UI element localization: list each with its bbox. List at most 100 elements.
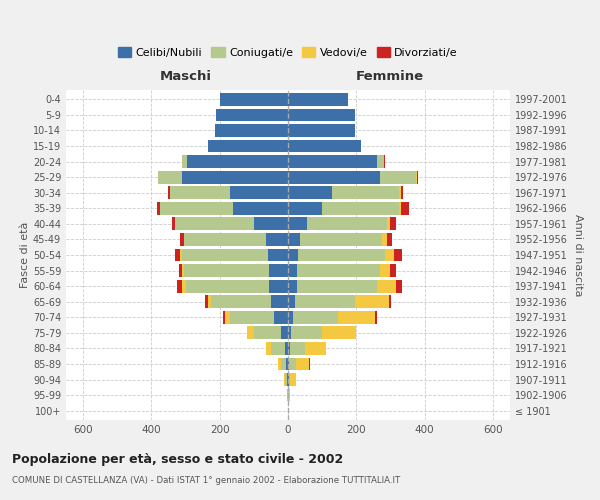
Bar <box>305 342 326 355</box>
Bar <box>177 280 182 292</box>
Bar <box>247 326 254 339</box>
Bar <box>289 373 290 386</box>
Bar <box>389 296 391 308</box>
Bar <box>254 218 288 230</box>
Bar <box>287 373 288 386</box>
Bar <box>230 311 274 324</box>
Bar <box>387 233 392 246</box>
Bar <box>288 358 289 370</box>
Bar <box>383 155 385 168</box>
Bar <box>288 311 293 324</box>
Bar <box>293 311 338 324</box>
Bar <box>169 186 170 199</box>
Bar <box>181 248 182 262</box>
Bar <box>225 311 230 324</box>
Bar <box>160 202 233 214</box>
Bar <box>288 326 292 339</box>
Bar <box>288 186 332 199</box>
Bar <box>288 233 300 246</box>
Bar <box>395 280 403 292</box>
Bar <box>290 342 305 355</box>
Text: Popolazione per età, sesso e stato civile - 2002: Popolazione per età, sesso e stato civil… <box>12 452 343 466</box>
Bar <box>175 248 181 262</box>
Bar <box>284 373 285 386</box>
Y-axis label: Fasce di età: Fasce di età <box>20 222 30 288</box>
Bar <box>278 358 281 370</box>
Bar <box>338 311 375 324</box>
Bar <box>216 108 288 122</box>
Bar <box>296 358 309 370</box>
Bar <box>288 155 377 168</box>
Bar <box>391 218 395 230</box>
Bar <box>377 155 383 168</box>
Bar <box>375 311 377 324</box>
Bar <box>296 264 380 277</box>
Bar <box>182 264 184 277</box>
Bar <box>295 296 355 308</box>
Text: Maschi: Maschi <box>160 70 212 84</box>
Bar <box>288 171 380 183</box>
Bar <box>211 296 271 308</box>
Bar <box>300 233 382 246</box>
Bar <box>158 171 182 183</box>
Bar <box>271 342 284 355</box>
Bar <box>380 264 391 277</box>
Bar <box>417 171 418 183</box>
Bar <box>288 93 348 106</box>
Bar <box>187 155 288 168</box>
Bar <box>157 202 160 214</box>
Bar <box>182 280 185 292</box>
Bar <box>175 218 254 230</box>
Bar <box>205 296 208 308</box>
Bar <box>223 311 225 324</box>
Bar <box>185 280 269 292</box>
Bar <box>391 264 395 277</box>
Bar <box>184 233 266 246</box>
Bar <box>288 296 295 308</box>
Bar <box>182 155 187 168</box>
Bar <box>288 108 355 122</box>
Bar <box>288 218 307 230</box>
Bar <box>284 342 288 355</box>
Bar <box>266 342 271 355</box>
Bar <box>288 342 290 355</box>
Bar <box>401 202 409 214</box>
Bar <box>288 202 322 214</box>
Bar <box>296 280 377 292</box>
Bar <box>298 248 385 262</box>
Bar <box>172 218 175 230</box>
Bar <box>288 124 355 137</box>
Bar <box>281 326 288 339</box>
Bar <box>208 296 211 308</box>
Bar <box>288 264 296 277</box>
Bar <box>322 202 399 214</box>
Bar <box>288 248 298 262</box>
Bar <box>292 326 322 339</box>
Bar <box>230 186 288 199</box>
Bar <box>288 280 296 292</box>
Bar <box>288 140 361 152</box>
Bar <box>332 186 399 199</box>
Bar <box>387 218 391 230</box>
Bar <box>170 186 230 199</box>
Text: Femmine: Femmine <box>356 70 424 84</box>
Bar <box>233 202 288 214</box>
Bar <box>401 186 403 199</box>
Bar <box>399 186 401 199</box>
Bar <box>289 388 290 402</box>
Bar <box>182 171 288 183</box>
Bar <box>180 233 184 246</box>
Text: COMUNE DI CASTELLANZA (VA) - Dati ISTAT 1° gennaio 2002 - Elaborazione TUTTITALI: COMUNE DI CASTELLANZA (VA) - Dati ISTAT … <box>12 476 400 485</box>
Bar <box>208 140 288 152</box>
Bar <box>377 280 395 292</box>
Bar <box>290 373 296 386</box>
Bar <box>285 373 287 386</box>
Bar <box>281 358 286 370</box>
Bar <box>288 373 289 386</box>
Bar <box>268 248 288 262</box>
Bar <box>399 202 401 214</box>
Bar <box>182 248 268 262</box>
Bar <box>220 93 288 106</box>
Bar <box>289 358 296 370</box>
Bar <box>307 218 387 230</box>
